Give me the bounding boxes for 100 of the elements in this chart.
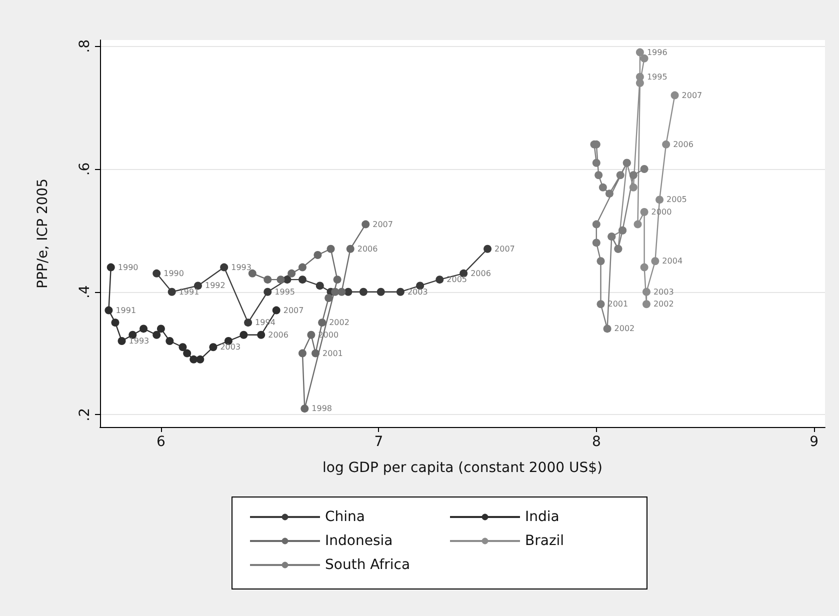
- annotation: 2007: [682, 90, 702, 100]
- annotation: 1998: [312, 404, 332, 414]
- point: [333, 276, 342, 284]
- annotation: 1990: [164, 268, 184, 278]
- annotation: 2001: [322, 348, 343, 358]
- point: [484, 244, 492, 253]
- point: [629, 171, 638, 180]
- point: [106, 263, 115, 272]
- annotation: 2003: [220, 342, 241, 352]
- point: [104, 306, 113, 314]
- point: [592, 220, 600, 228]
- point: [616, 171, 624, 180]
- annotation: 2006: [268, 330, 288, 340]
- annotation: 2007: [372, 220, 393, 229]
- annotation: 2003: [653, 287, 674, 296]
- point: [640, 208, 648, 216]
- point: [596, 257, 605, 266]
- point: [656, 196, 664, 204]
- legend-label: India: [525, 509, 560, 525]
- point: [634, 220, 642, 228]
- point: [314, 251, 322, 259]
- point: [598, 183, 607, 192]
- point: [594, 171, 603, 180]
- point: [118, 337, 126, 345]
- point: [298, 263, 306, 272]
- point: [190, 355, 198, 364]
- point: [196, 355, 204, 364]
- annotation: 1995: [646, 72, 668, 82]
- point: [603, 324, 612, 333]
- point: [436, 276, 444, 284]
- legend-label: China: [325, 509, 365, 525]
- y-tick-label: .8: [77, 39, 93, 53]
- point: [264, 288, 272, 296]
- annotation: 1991: [178, 287, 200, 296]
- annotation: 1993: [231, 262, 252, 272]
- x-tick-label: 6: [156, 434, 166, 450]
- annotation: 2002: [653, 300, 674, 309]
- point: [272, 306, 280, 314]
- point: [298, 276, 306, 284]
- point: [636, 79, 644, 87]
- point: [376, 288, 385, 296]
- point: [178, 343, 187, 352]
- point: [318, 318, 326, 327]
- point: [316, 282, 324, 290]
- point: [140, 324, 148, 333]
- point: [346, 244, 354, 253]
- x-tick-label: 9: [810, 434, 819, 450]
- point: [640, 165, 648, 173]
- point: [592, 158, 600, 167]
- point: [288, 269, 296, 278]
- point: [596, 300, 605, 308]
- y-axis-title: PPP/e, ICP 2005: [35, 178, 51, 288]
- point: [642, 300, 650, 308]
- point: [244, 318, 252, 327]
- annotation: 2007: [283, 306, 304, 315]
- point: [240, 330, 248, 339]
- annotation: 2006: [357, 244, 378, 254]
- point: [152, 330, 161, 339]
- y-tick-label: .4: [77, 285, 93, 299]
- point: [312, 349, 320, 358]
- point: [640, 54, 648, 62]
- x-axis-title: log GDP per capita (constant 2000 US$): [322, 460, 602, 476]
- point: [298, 349, 306, 358]
- annotation: 2002: [329, 318, 350, 328]
- point: [331, 288, 340, 296]
- annotation: 1990: [118, 262, 138, 272]
- point: [362, 220, 370, 228]
- point: [640, 263, 648, 272]
- point: [300, 404, 309, 413]
- annotation: 1992: [204, 281, 226, 290]
- point: [156, 324, 165, 333]
- y-tick-label: .6: [77, 162, 93, 176]
- y-tick-label: .2: [77, 408, 93, 422]
- annotation: 1996: [646, 48, 668, 57]
- point: [629, 183, 638, 192]
- point: [651, 257, 660, 266]
- point: [257, 330, 266, 339]
- x-tick-label: 8: [592, 434, 601, 450]
- point: [220, 263, 228, 272]
- point: [605, 190, 614, 198]
- annotation: 1993: [128, 336, 150, 346]
- point: [636, 48, 644, 56]
- annotation: 1995: [274, 287, 295, 296]
- annotation: 2007: [494, 244, 515, 254]
- annotation: 2006: [673, 140, 694, 149]
- point: [662, 140, 670, 148]
- point: [670, 91, 679, 100]
- point: [111, 318, 120, 327]
- annotation: 2006: [470, 268, 491, 278]
- annotation: 1991: [116, 306, 136, 315]
- point: [324, 294, 333, 302]
- point: [168, 288, 176, 296]
- point: [264, 276, 272, 284]
- point: [359, 288, 368, 296]
- annotation: 2005: [666, 195, 687, 204]
- annotation: 2002: [614, 324, 635, 334]
- annotation: 2003: [407, 287, 428, 296]
- point: [183, 349, 192, 358]
- point: [307, 330, 316, 339]
- annotation: 2005: [446, 275, 467, 284]
